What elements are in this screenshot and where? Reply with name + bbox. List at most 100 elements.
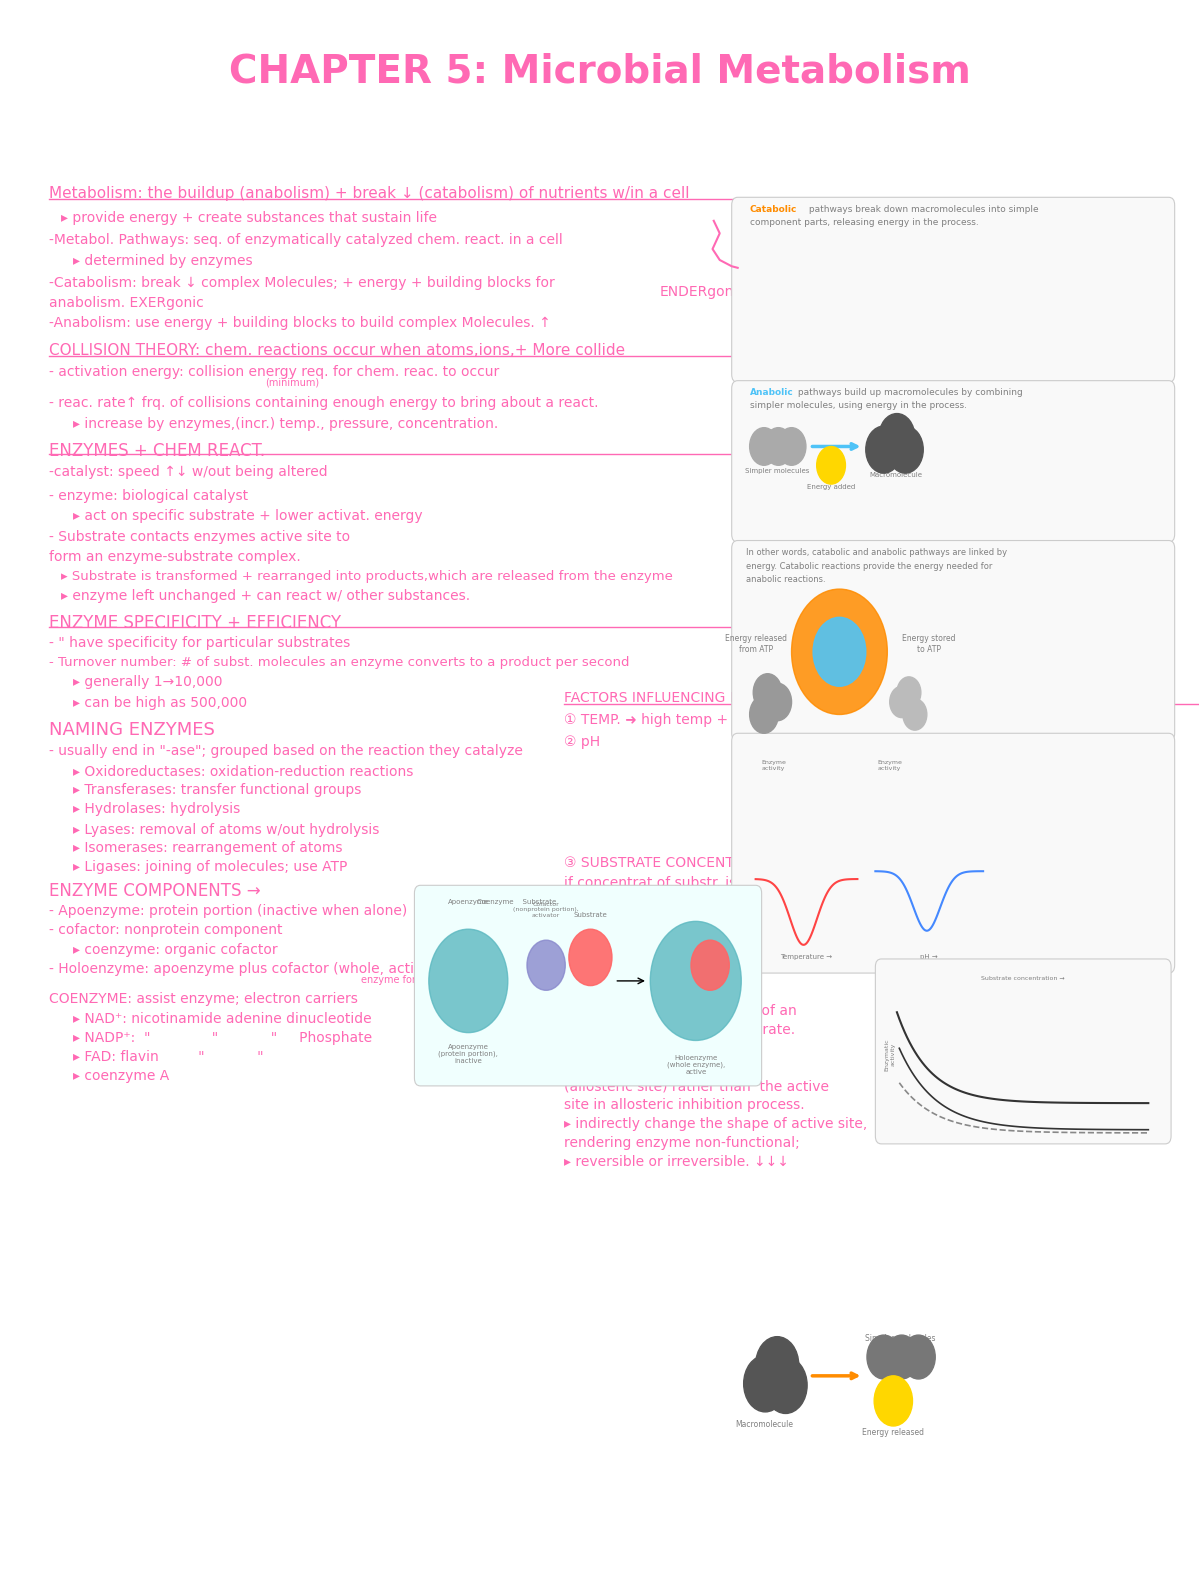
Text: FACTORS INFLUENCING ENZYME ACTIVITY: FACTORS INFLUENCING ENZYME ACTIVITY xyxy=(564,691,854,705)
Circle shape xyxy=(866,1334,900,1378)
Text: Enzyme
activity: Enzyme activity xyxy=(762,760,786,771)
Text: - activation energy: collision energy req. for chem. reac. to occur: - activation energy: collision energy re… xyxy=(49,364,499,378)
Text: ④ Inhibitors: ④ Inhibitors xyxy=(564,984,654,999)
Text: Simpler molecules: Simpler molecules xyxy=(745,468,809,474)
Text: ▸ Oxidoreductases: oxidation-reduction reactions: ▸ Oxidoreductases: oxidation-reduction r… xyxy=(73,765,414,779)
Text: Macromolecule: Macromolecule xyxy=(736,1419,793,1429)
Text: site in allosteric inhibition process.: site in allosteric inhibition process. xyxy=(564,1099,805,1113)
Circle shape xyxy=(764,427,793,465)
Circle shape xyxy=(874,1375,912,1426)
Text: (saturated), the enzyme catalyzes: (saturated), the enzyme catalyzes xyxy=(564,896,803,911)
Text: Enzyme
activity: Enzyme activity xyxy=(877,760,902,771)
Text: (allosteric site) rather than  the active: (allosteric site) rather than the active xyxy=(564,1080,829,1094)
Circle shape xyxy=(901,1334,935,1378)
Text: ▸ coenzyme A: ▸ coenzyme A xyxy=(73,1069,169,1083)
Text: ▸ generally 1→10,000: ▸ generally 1→10,000 xyxy=(73,675,223,689)
Text: Enzymatic
activity: Enzymatic activity xyxy=(883,1025,896,1061)
Text: - reac. rate↑ frq. of collisions containing enough energy to bring about a react: - reac. rate↑ frq. of collisions contain… xyxy=(49,396,599,410)
FancyBboxPatch shape xyxy=(414,885,762,1086)
Text: ▸ NAD⁺: nicotinamide adenine dinucleotide: ▸ NAD⁺: nicotinamide adenine dinucleotid… xyxy=(73,1013,372,1027)
Text: Substrate concentration →: Substrate concentration → xyxy=(977,989,1069,995)
Text: (minimum): (minimum) xyxy=(265,377,319,388)
Text: by another part of enzyme: by another part of enzyme xyxy=(564,1061,750,1075)
Text: ▸ reversible or irreversible. ↓↓↓: ▸ reversible or irreversible. ↓↓↓ xyxy=(564,1156,788,1168)
Text: Energy released
from ATP: Energy released from ATP xyxy=(725,634,787,653)
Text: Substrate: Substrate xyxy=(574,912,607,918)
Circle shape xyxy=(756,1336,799,1393)
Circle shape xyxy=(750,427,779,465)
Text: pathways build up macromolecules by combining: pathways build up macromolecules by comb… xyxy=(796,388,1022,397)
Text: rendering enzyme non-functional;: rendering enzyme non-functional; xyxy=(564,1137,800,1151)
Text: Holoenzyme
(whole enzyme),
active: Holoenzyme (whole enzyme), active xyxy=(667,1055,725,1075)
Text: Cofactor
(nonprotein portion),
activator: Cofactor (nonprotein portion), activator xyxy=(514,901,580,918)
Circle shape xyxy=(896,677,920,708)
Text: Simpler molecules: Simpler molecules xyxy=(865,1333,936,1342)
Text: ▸ Lyases: removal of atoms w/out hydrolysis: ▸ Lyases: removal of atoms w/out hydroly… xyxy=(73,823,379,837)
Text: anabolism. EXERgonic: anabolism. EXERgonic xyxy=(49,297,204,309)
Text: @ its maximum rate. ↓↓↓: @ its maximum rate. ↓↓↓ xyxy=(564,915,750,929)
Circle shape xyxy=(527,940,565,991)
FancyBboxPatch shape xyxy=(875,959,1171,1145)
Text: enzyme + compete w/ substrate.: enzyme + compete w/ substrate. xyxy=(564,1024,796,1038)
Text: pH →: pH → xyxy=(920,955,938,961)
Text: Apoenzyme
(protein portion),
inactive: Apoenzyme (protein portion), inactive xyxy=(438,1044,498,1064)
Text: - usually end in "-ase"; grouped based on the reaction they catalyze: - usually end in "-ase"; grouped based o… xyxy=(49,744,523,758)
Text: NAMING ENZYMES: NAMING ENZYMES xyxy=(49,721,215,739)
Text: ② pH: ② pH xyxy=(564,735,600,749)
Text: ▸ can be high as 500,000: ▸ can be high as 500,000 xyxy=(73,696,247,710)
Text: ▸ competitive: at active site of an: ▸ competitive: at active site of an xyxy=(564,1005,797,1019)
Text: Catabolic
pathways: Catabolic pathways xyxy=(824,641,854,652)
Text: ▸ Isomerases: rearrangement of atoms: ▸ Isomerases: rearrangement of atoms xyxy=(73,842,343,856)
Text: In other words, catabolic and anabolic pathways are linked by: In other words, catabolic and anabolic p… xyxy=(746,548,1007,557)
Text: - Substrate contacts enzymes active site to: - Substrate contacts enzymes active site… xyxy=(49,529,350,543)
Circle shape xyxy=(884,1334,918,1378)
Text: Apoenzyme: Apoenzyme xyxy=(448,900,488,906)
Circle shape xyxy=(744,1355,787,1411)
Text: if concentrat of substr. is ↑↑↑: if concentrat of substr. is ↑↑↑ xyxy=(564,876,775,890)
Text: enzyme form): enzyme form) xyxy=(360,975,428,984)
Text: COLLISION THEORY: chem. reactions occur when atoms,ions,+ More collide: COLLISION THEORY: chem. reactions occur … xyxy=(49,342,625,358)
Text: ▸ Substrate is transformed + rearranged into products,which are released from th: ▸ Substrate is transformed + rearranged … xyxy=(61,570,673,584)
Text: component parts, releasing energy in the process.: component parts, releasing energy in the… xyxy=(750,218,978,226)
Text: anabolic reactions.: anabolic reactions. xyxy=(746,575,826,584)
Text: ▸ NADP⁺:  "              "            "     Phosphate: ▸ NADP⁺: " " " Phosphate xyxy=(73,1031,372,1046)
Text: Substrate concentration →: Substrate concentration → xyxy=(980,977,1064,981)
Text: ENZYME SPECIFICITY + EFFICIENCY: ENZYME SPECIFICITY + EFFICIENCY xyxy=(49,614,342,633)
Text: ③ SUBSTRATE CONCENTRATION:: ③ SUBSTRATE CONCENTRATION: xyxy=(564,856,790,870)
Text: ▸ FAD: flavin         "            ": ▸ FAD: flavin " " xyxy=(73,1050,264,1064)
Text: -Catabolism: break ↓ complex Molecules; + energy + building blocks for: -Catabolism: break ↓ complex Molecules; … xyxy=(49,276,556,289)
Text: COENZYME: assist enzyme; electron carriers: COENZYME: assist enzyme; electron carrie… xyxy=(49,992,358,1006)
Text: CHAPTER 5: Microbial Metabolism: CHAPTER 5: Microbial Metabolism xyxy=(229,53,971,91)
Text: ① TEMP. ➜ high temp + pH denature proteins ↓↓: ① TEMP. ➜ high temp + pH denature protei… xyxy=(564,713,908,727)
Text: -Anabolism: use energy + building blocks to build complex Molecules. ↑: -Anabolism: use energy + building blocks… xyxy=(49,317,551,330)
Circle shape xyxy=(750,696,779,733)
Text: ▸ determined by enzymes: ▸ determined by enzymes xyxy=(73,254,253,268)
Circle shape xyxy=(889,686,913,717)
Text: Anabolic
pathways: Anabolic pathways xyxy=(826,647,853,658)
Text: ENZYME COMPONENTS →: ENZYME COMPONENTS → xyxy=(49,882,260,900)
Text: Anabolic: Anabolic xyxy=(750,388,793,397)
FancyBboxPatch shape xyxy=(732,198,1175,382)
Text: Temperature →: Temperature → xyxy=(780,955,832,961)
Circle shape xyxy=(428,929,508,1033)
Text: - cofactor: nonprotein component: - cofactor: nonprotein component xyxy=(49,923,283,937)
Text: Catabolic: Catabolic xyxy=(750,206,797,214)
Circle shape xyxy=(817,446,846,484)
FancyBboxPatch shape xyxy=(732,380,1175,542)
Text: Metabolism: the buildup (anabolism) + break ↓ (catabolism) of nutrients w/in a c: Metabolism: the buildup (anabolism) + br… xyxy=(49,187,690,201)
Text: form an enzyme-substrate complex.: form an enzyme-substrate complex. xyxy=(49,550,301,564)
Text: Energy stored
to ATP: Energy stored to ATP xyxy=(902,634,956,653)
Text: noncompetitive: bind at: noncompetitive: bind at xyxy=(564,1042,731,1057)
Circle shape xyxy=(650,922,742,1041)
Text: ▸ act on specific substrate + lower activat. energy: ▸ act on specific substrate + lower acti… xyxy=(73,509,422,523)
Text: Coenzyme    Substrate: Coenzyme Substrate xyxy=(476,900,556,906)
FancyBboxPatch shape xyxy=(732,540,1175,741)
Text: ▸ increase by enzymes,(incr.) temp., pressure, concentration.: ▸ increase by enzymes,(incr.) temp., pre… xyxy=(73,416,498,430)
Text: Macromolecule: Macromolecule xyxy=(869,471,923,477)
Text: ENZYMES + CHEM REACT.: ENZYMES + CHEM REACT. xyxy=(49,441,265,460)
Text: ▸ enzyme left unchanged + can react w/ other substances.: ▸ enzyme left unchanged + can react w/ o… xyxy=(61,589,470,603)
FancyBboxPatch shape xyxy=(732,733,1175,973)
Text: energy. Catabolic reactions provide the energy needed for: energy. Catabolic reactions provide the … xyxy=(746,562,992,571)
Text: -Metabol. Pathways: seq. of enzymatically catalyzed chem. react. in a cell: -Metabol. Pathways: seq. of enzymaticall… xyxy=(49,234,563,248)
Circle shape xyxy=(764,1356,808,1413)
